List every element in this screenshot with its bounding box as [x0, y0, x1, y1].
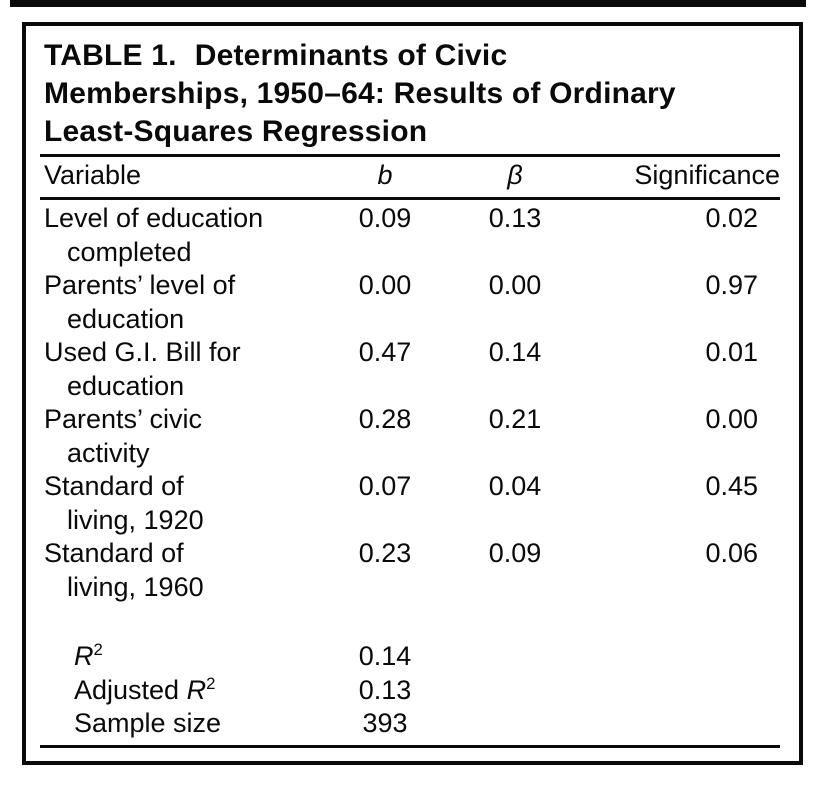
value-significance: 0.00	[705, 404, 758, 434]
empty-cell	[580, 640, 780, 674]
table-row: Level of education completed 0.09 0.13 0…	[40, 202, 780, 269]
table-row: Standard of living, 1960 0.23 0.09 0.06	[40, 537, 780, 604]
variable-label: Standard of living, 1960	[40, 537, 320, 604]
value-b: 0.47	[358, 337, 412, 367]
squared-exponent: 2	[206, 673, 216, 693]
value-significance: 0.45	[705, 471, 758, 501]
r-squared-value: 0.14	[358, 641, 412, 671]
value-significance: 0.01	[705, 337, 758, 367]
value-b: 0.23	[358, 538, 412, 568]
r-symbol: R	[74, 641, 94, 671]
empty-cell	[450, 707, 580, 741]
value-beta: 0.14	[488, 337, 542, 367]
squared-exponent: 2	[93, 640, 103, 659]
variable-label: Standard of living, 1920	[40, 470, 320, 537]
empty-cell	[580, 707, 780, 741]
table-row: Standard of living, 1920 0.07 0.04 0.45	[40, 470, 780, 537]
rule-table-bottom	[40, 744, 780, 748]
rule-above-header	[40, 154, 780, 157]
value-b: 0.00	[358, 270, 412, 300]
column-header-significance: Significance	[634, 160, 780, 190]
value-beta: 0.09	[488, 538, 542, 568]
column-header-variable: Variable	[44, 160, 142, 190]
value-b: 0.28	[358, 404, 412, 434]
value-significance: 0.02	[705, 203, 758, 233]
summary-row-sample-size: Sample size 393	[40, 707, 780, 741]
r-symbol: R	[186, 674, 207, 705]
variable-label-line1: Parents’ civic	[44, 404, 203, 434]
table-row: Parents’ level of education 0.00 0.00 0.…	[40, 269, 780, 336]
title-text-line2: Memberships, 1950–64: Results of Ordinar…	[44, 77, 676, 110]
value-significance: 0.06	[705, 538, 758, 568]
column-header-beta: β	[507, 160, 523, 190]
variable-label: Used G.I. Bill for education	[40, 336, 320, 403]
sample-size-value: 393	[362, 708, 408, 738]
variable-label-line2: education	[67, 370, 185, 401]
rule-below-header	[40, 197, 780, 200]
adjusted-r-squared-value: 0.13	[358, 674, 412, 705]
value-beta: 0.00	[488, 270, 542, 300]
empty-cell	[450, 674, 580, 708]
empty-cell	[450, 640, 580, 674]
adjusted-r-squared-label: Adjusted R2	[40, 674, 320, 708]
variable-label-line1: Level of education	[44, 203, 264, 233]
variable-label-line1: Parents’ level of	[44, 270, 236, 300]
variable-label-line2: completed	[67, 236, 192, 267]
summary-row-adjusted-r-squared: Adjusted R2 0.13	[40, 674, 780, 708]
table-title: TABLE 1. Determinants of Civic Membership…	[40, 37, 780, 151]
variable-label-line1: Standard of	[44, 471, 184, 501]
empty-cell	[580, 674, 780, 708]
table-row: Parents’ civic activity 0.28 0.21 0.00	[40, 403, 780, 470]
variable-label-line2: living, 1960	[67, 571, 204, 602]
value-beta: 0.04	[488, 471, 542, 501]
model-summary-block: R2 0.14 Adjusted R2 0.13 Sample size 393	[40, 640, 780, 741]
variable-label-line1: Standard of	[44, 538, 184, 568]
variable-label-line2: living, 1920	[67, 504, 204, 535]
r-squared-label: R2	[40, 640, 320, 674]
value-beta: 0.13	[488, 203, 542, 233]
variable-label: Level of education completed	[40, 202, 320, 269]
table-row: Used G.I. Bill for education 0.47 0.14 0…	[40, 336, 780, 403]
value-beta: 0.21	[488, 404, 542, 434]
summary-row-r-squared: R2 0.14	[40, 640, 780, 674]
variable-label-line2: activity	[67, 437, 150, 468]
value-b: 0.07	[358, 471, 412, 501]
variable-label-line2: education	[67, 303, 185, 334]
page-top-rule	[10, 0, 806, 7]
column-header-b: b	[377, 160, 393, 190]
variable-label: Parents’ civic activity	[40, 403, 320, 470]
variable-label: Parents’ level of education	[40, 269, 320, 336]
value-significance: 0.97	[705, 270, 758, 300]
title-text-line3: Least-Squares Regression	[44, 115, 428, 148]
title-text-line1: Determinants of Civic	[194, 39, 508, 72]
table-number-label: TABLE 1.	[44, 39, 177, 72]
column-header-row: Variable b β Significance	[40, 157, 780, 194]
value-b: 0.09	[358, 203, 412, 233]
table-frame: TABLE 1. Determinants of Civic Membership…	[22, 22, 803, 765]
sample-size-label: Sample size	[74, 708, 222, 738]
label-prefix: Adjusted	[74, 674, 187, 705]
variable-label-line1: Used G.I. Bill for	[44, 337, 241, 367]
table-body: Level of education completed 0.09 0.13 0…	[40, 202, 780, 604]
